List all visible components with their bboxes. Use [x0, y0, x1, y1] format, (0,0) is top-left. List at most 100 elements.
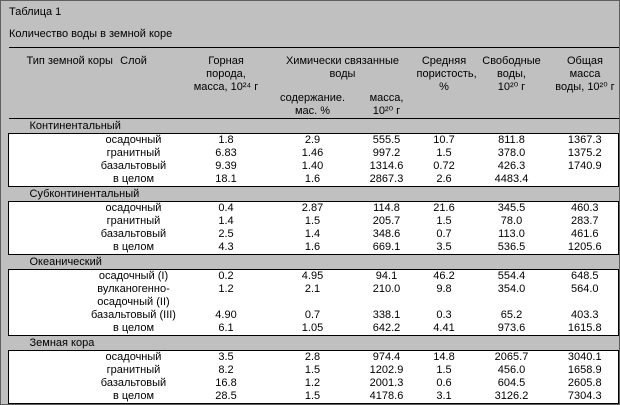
rock-mass-cell: 9.39	[215, 159, 237, 172]
free-cell: 3126.2	[494, 389, 529, 402]
header-row-groups: Тип земной коры Слой Горная порода, масс…	[9, 48, 619, 93]
layer-cell: гранитный	[106, 146, 161, 159]
section-label-row: Земная кора	[9, 335, 619, 350]
table-row: гранитный 6.83 1.46 997.2 1.5 378.0 1375.2	[9, 147, 619, 160]
table-caption: Количество воды в земной коре	[9, 28, 173, 40]
free-cell: 4483.4	[494, 172, 529, 185]
section-label-row: Океанический	[9, 254, 619, 269]
free-cell: 604.5	[497, 376, 526, 389]
table-row: гранитный 8.2 1.5 1202.9 1.5 456.0 1658.9	[9, 364, 619, 377]
crust-type-spacer-cell	[9, 322, 84, 336]
table-row: базальтовый 2.5 1.4 348.6 0.7 113.0 461.6	[9, 228, 619, 241]
table-number-label: Таблица 1	[9, 6, 62, 18]
mass-cell: 4178.6	[369, 389, 404, 402]
table-row: базальтовый 16.8 1.2 2001.3 0.6 604.5 2605.8	[9, 377, 619, 390]
free-cell: 554.4	[497, 269, 526, 282]
table-row: гранитный 1.4 1.5 205.7 1.5 78.0 283.7	[9, 215, 619, 228]
rock-mass-cell: 4.3	[218, 240, 234, 253]
table-row: базальтовый (III) 4.90 0.7 338.1 0.3 65.2 403.…	[9, 309, 619, 322]
rock-mass-cell: 8.2	[218, 363, 234, 376]
layer-cell: в целом	[112, 240, 155, 253]
free-cell: 536.5	[497, 240, 526, 253]
porosity-cell: 1.5	[436, 214, 452, 227]
section-data-block: осадочный 3.5 2.8 974.4 14.8 2065.7 3040.1 гран…	[8, 350, 619, 404]
crust-type-spacer-cell	[9, 309, 84, 322]
crust-type-spacer-cell	[9, 173, 84, 187]
table-row: осадочный (I) 0.2 4.95 94.1 46.2 554.4 648.5	[9, 269, 619, 283]
rock-mass-cell: 6.1	[218, 321, 234, 334]
layer-cell: в целом	[112, 172, 155, 185]
free-cell: 65.2	[500, 308, 523, 321]
porosity-cell: 21.6	[433, 201, 455, 214]
crust-type-spacer-cell	[9, 364, 84, 377]
table-row: в целом 28.5 1.5 4178.6 3.1 3126.2 7304.3	[9, 390, 619, 404]
layer-cell: осадочный	[105, 133, 162, 146]
total-cell	[552, 173, 619, 187]
porosity-cell: 0.3	[436, 308, 452, 321]
section-data-block: осадочный (I) 0.2 4.95 94.1 46.2 554.4 648.5 ву…	[8, 269, 619, 336]
rock-mass-cell: 18.1	[215, 172, 237, 185]
crust-type-spacer-cell	[9, 377, 84, 390]
content-cell: 2.87	[301, 201, 324, 214]
crust-type-spacer-cell	[9, 228, 84, 241]
free-cell: 2065.7	[494, 350, 529, 363]
total-cell: 461.6	[570, 227, 599, 240]
header-layer: Слой	[120, 55, 147, 67]
crust-type-spacer-cell	[9, 350, 84, 364]
crust-type-spacer-cell	[9, 269, 84, 283]
mass-cell: 210.0	[372, 282, 401, 295]
mass-cell: 1314.6	[369, 159, 404, 172]
content-cell: 1.6	[304, 240, 321, 253]
layer-cell: базальтовый (III)	[91, 308, 176, 321]
rock-mass-cell: 1.4	[218, 214, 234, 227]
mass-cell: 1202.9	[369, 363, 404, 376]
free-cell: 973.6	[497, 321, 526, 334]
porosity-cell: 3.1	[436, 389, 452, 402]
section-name: Земная кора	[29, 336, 95, 349]
table-row: осадочный 0.4 2.87 114.8 21.6 345.5 460.3	[9, 201, 619, 215]
free-cell: 78.0	[500, 214, 523, 227]
free-cell: 378.0	[497, 146, 526, 159]
rock-mass-cell: 0.4	[218, 201, 234, 214]
total-cell: 1658.9	[567, 363, 602, 376]
crust-type-spacer-cell	[9, 283, 84, 309]
crust-type-spacer-cell	[9, 147, 84, 160]
total-cell: 648.5	[570, 269, 599, 282]
crust-type-spacer-cell	[9, 241, 84, 255]
porosity-cell: 3.5	[436, 240, 452, 253]
total-cell: 460.3	[570, 201, 599, 214]
crust-type-spacer-cell	[9, 215, 84, 228]
content-cell: 1.6	[304, 172, 321, 185]
layer-cell: базальтовый	[100, 227, 167, 240]
table-row: в целом 4.3 1.6 669.1 3.5 536.5 1205.6	[9, 241, 619, 255]
header-bound-water-mass: масса, 10²⁰ г	[369, 91, 404, 117]
free-cell: 426.3	[497, 159, 526, 172]
mass-cell: 974.4	[372, 350, 401, 363]
crust-type-spacer-cell	[9, 133, 84, 147]
porosity-cell: 14.8	[433, 350, 455, 363]
free-cell: 113.0	[498, 227, 525, 240]
total-cell: 1205.6	[567, 240, 602, 253]
header-bound-water-content: содержание. мас. %	[279, 91, 346, 117]
table-row: базальтовый 9.39 1.40 1314.6 0.72 426.3 1740.9	[9, 160, 619, 173]
total-cell: 403.3	[570, 308, 599, 321]
content-cell: 1.05	[301, 321, 324, 334]
header-free-water: Свободные воды, 10²⁰ г	[482, 55, 541, 93]
porosity-cell: 2.6	[436, 172, 452, 185]
section-data-block: осадочный 1.8 2.9 555.5 10.7 811.8 1367.3 грани…	[8, 133, 619, 187]
layer-cell: вулканогенно- осадочный (II)	[97, 282, 170, 308]
section-name: Континентальный	[29, 119, 121, 132]
mass-cell: 2001.3	[369, 376, 404, 389]
mass-cell: 997.2	[372, 146, 401, 159]
table-row: в целом 18.1 1.6 2867.3 2.6 4483.4	[9, 173, 619, 187]
layer-cell: осадочный	[105, 350, 162, 363]
free-cell: 354.0	[497, 282, 526, 295]
mass-cell: 2867.3	[369, 172, 404, 185]
total-cell: 283.7	[570, 214, 599, 227]
table-row: в целом 6.1 1.05 642.2 4.41 973.6 1615.8	[9, 322, 619, 336]
layer-cell: базальтовый	[100, 159, 167, 172]
total-cell: 3040.1	[567, 350, 602, 363]
content-cell: 1.2	[304, 376, 321, 389]
porosity-cell: 4.41	[433, 321, 455, 334]
rock-mass-cell: 28.5	[215, 389, 237, 402]
